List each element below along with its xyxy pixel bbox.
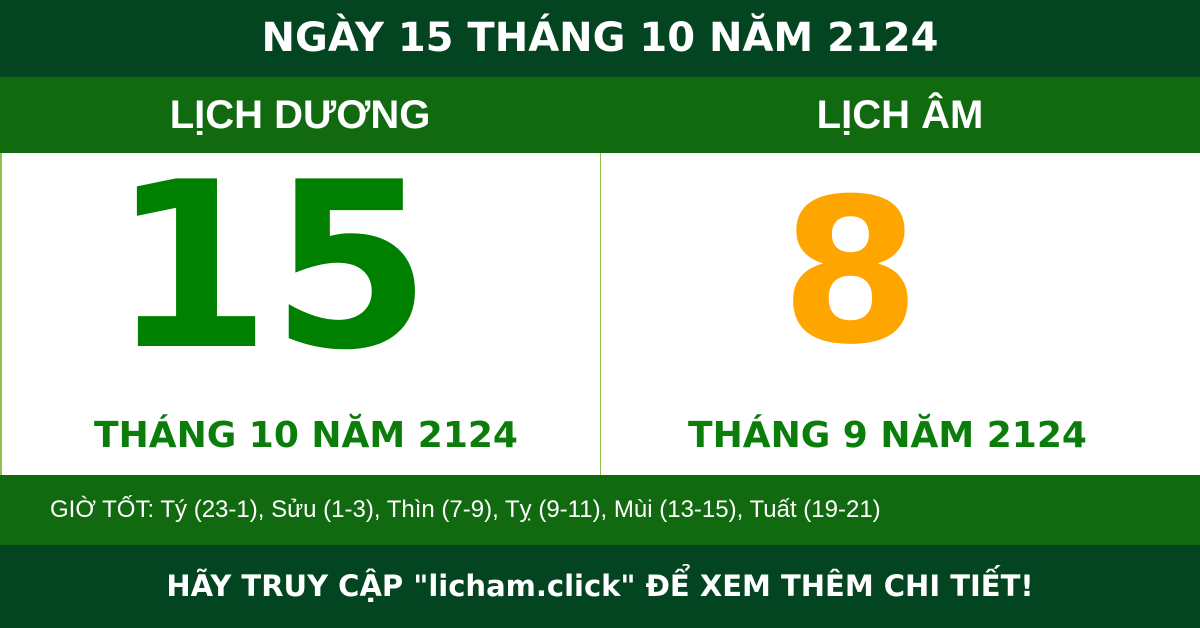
- solar-calendar-label: LỊCH DƯƠNG: [169, 93, 431, 137]
- solar-panel: 15 THÁNG 10 NĂM 2124: [0, 153, 600, 475]
- solar-month-year: THÁNG 10 NĂM 2124: [94, 415, 518, 456]
- good-hours: GIỜ TỐT: Tý (23-1), Sửu (1-3), Thìn (7-9…: [0, 475, 1200, 545]
- footer-cta: HÃY TRUY CẬP "licham.click" ĐỂ XEM THÊM …: [0, 545, 1200, 628]
- calendar-headers: LỊCH DƯƠNG LỊCH ÂM: [0, 77, 1200, 153]
- lunar-month-year: THÁNG 9 NĂM 2124: [688, 415, 1087, 456]
- lunar-day: 8: [780, 156, 921, 389]
- page-title: NGÀY 15 THÁNG 10 NĂM 2124: [0, 0, 1200, 77]
- solar-day: 15: [110, 134, 432, 401]
- lunar-calendar-label: LỊCH ÂM: [816, 93, 984, 137]
- lunar-panel: 8 THÁNG 9 NĂM 2124: [600, 153, 1200, 475]
